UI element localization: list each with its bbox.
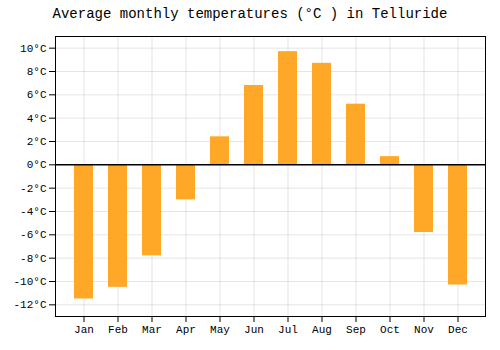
- svg-text:Oct: Oct: [380, 324, 400, 336]
- html-text:Average monthly temperatures (: Average monthly temperatures (°C ) in Te…: [52, 6, 448, 22]
- svg-text:Apr: Apr: [176, 324, 196, 336]
- svg-text:4°C: 4°C: [27, 113, 47, 125]
- svg-text:Sep: Sep: [346, 324, 366, 336]
- svg-text:Nov: Nov: [414, 324, 434, 336]
- svg-text:-10°C: -10°C: [13, 276, 46, 288]
- svg-text:-6°C: -6°C: [20, 229, 47, 241]
- svg-text:10°C: 10°C: [20, 43, 47, 55]
- svg-text:6°C: 6°C: [27, 89, 47, 101]
- svg-text:Jan: Jan: [74, 324, 94, 336]
- svg-text:Jul: Jul: [278, 324, 298, 336]
- svg-text:Jun: Jun: [244, 324, 264, 336]
- svg-text:Aug: Aug: [312, 324, 332, 336]
- svg-text:Mar: Mar: [142, 324, 162, 336]
- svg-text:-8°C: -8°C: [20, 253, 47, 265]
- svg-text:0°C: 0°C: [27, 159, 47, 171]
- svg-text:8°C: 8°C: [27, 66, 47, 78]
- svg-text:Dec: Dec: [448, 324, 468, 336]
- svg-text:-12°C: -12°C: [13, 299, 46, 311]
- svg-text:-4°C: -4°C: [20, 206, 47, 218]
- svg-text:-2°C: -2°C: [20, 183, 47, 195]
- svg-text:2°C: 2°C: [27, 136, 47, 148]
- svg-text:Feb: Feb: [108, 324, 128, 336]
- svg-text:May: May: [210, 324, 230, 336]
